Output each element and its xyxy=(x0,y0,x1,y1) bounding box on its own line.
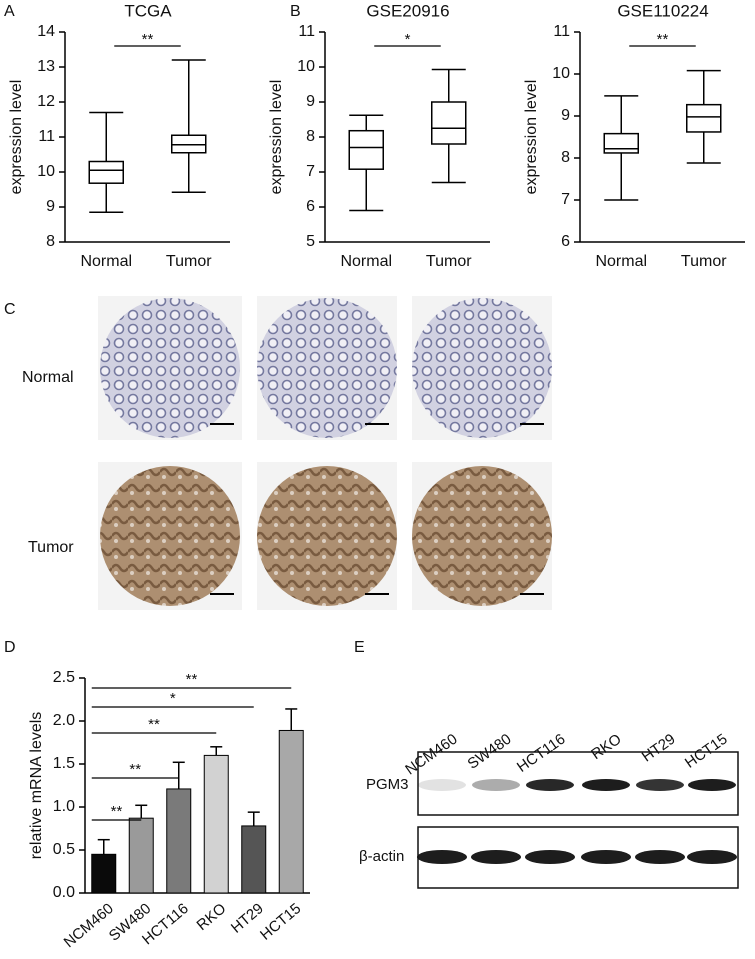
box xyxy=(431,101,467,145)
row-label: β-actin xyxy=(359,848,404,865)
band xyxy=(525,850,575,864)
x-tick-label: Normal xyxy=(595,253,647,270)
x-tick-label: Tumor xyxy=(166,253,212,270)
bar xyxy=(91,853,117,894)
significance-label: ** xyxy=(142,31,154,48)
y-tick-label: 10 xyxy=(37,163,55,180)
ihc-panel: Normal Tumor xyxy=(22,369,74,556)
significance-label: ** xyxy=(129,761,141,778)
tissue-core xyxy=(257,298,397,438)
chart-title: GSE110224 xyxy=(617,1,708,20)
x-tick-label: Tumor xyxy=(681,253,727,270)
box xyxy=(348,129,384,170)
y-axis-label: relative mRNA levels xyxy=(28,712,45,860)
bar xyxy=(203,754,229,894)
panel-letter: E xyxy=(354,639,365,656)
y-tick-label: 11 xyxy=(38,128,55,145)
y-tick-label: 9 xyxy=(46,198,55,215)
y-axis-label: expression level xyxy=(268,80,285,195)
x-tick-label: Normal xyxy=(80,253,132,270)
band xyxy=(526,779,574,791)
y-tick-label: 6 xyxy=(561,233,570,250)
panel-letter: D xyxy=(4,639,16,656)
x-tick-label: RKO xyxy=(194,900,230,934)
bar xyxy=(166,788,192,894)
y-tick-label: 2.5 xyxy=(53,669,75,686)
row-label: PGM3 xyxy=(366,776,409,793)
band xyxy=(687,850,737,864)
y-tick-label: 11 xyxy=(298,23,315,40)
panel-letter: A xyxy=(4,3,15,20)
significance-label: * xyxy=(405,31,411,48)
y-tick-label: 0.5 xyxy=(53,841,75,858)
band xyxy=(418,779,466,791)
y-tick-label: 8 xyxy=(306,128,315,145)
y-tick-label: 12 xyxy=(37,93,55,110)
panel-letter: C xyxy=(4,301,16,318)
y-tick-label: 13 xyxy=(37,58,55,75)
row-label: Normal xyxy=(22,369,74,386)
tissue-core xyxy=(257,466,397,606)
chart-title: TCGA xyxy=(124,1,172,20)
significance-label: ** xyxy=(657,31,669,48)
significance-label: ** xyxy=(186,671,198,688)
y-tick-label: 9 xyxy=(306,93,315,110)
box xyxy=(88,160,124,184)
y-tick-label: 8 xyxy=(561,149,570,166)
panel-letter: B xyxy=(290,3,301,20)
box xyxy=(686,103,722,133)
tissue-core xyxy=(412,466,552,606)
y-tick-label: 5 xyxy=(306,233,315,250)
y-tick-label: 10 xyxy=(552,65,570,82)
bar xyxy=(241,825,267,894)
band xyxy=(635,850,685,864)
y-tick-label: 7 xyxy=(561,191,570,208)
tissue-core xyxy=(412,298,552,438)
band xyxy=(581,850,631,864)
significance-label: ** xyxy=(148,716,160,733)
bar xyxy=(128,817,154,894)
y-tick-label: 10 xyxy=(297,58,315,75)
x-tick-label: NCM460 xyxy=(61,900,117,951)
y-tick-label: 0.0 xyxy=(53,884,75,901)
significance-label: ** xyxy=(111,803,123,820)
band xyxy=(636,779,684,791)
box xyxy=(603,132,639,154)
blot-panel: PGM3 β-actin xyxy=(359,751,739,889)
y-tick-label: 14 xyxy=(37,23,55,40)
y-tick-label: 11 xyxy=(553,23,570,40)
y-tick-label: 9 xyxy=(561,107,570,124)
y-tick-label: 6 xyxy=(306,198,315,215)
tissue-core xyxy=(100,466,240,606)
chart-title: GSE20916 xyxy=(366,1,449,20)
y-axis-label: expression level xyxy=(8,80,25,195)
band xyxy=(471,850,521,864)
y-tick-label: 1.5 xyxy=(53,755,75,772)
band xyxy=(417,850,467,864)
x-tick-label: HCT15 xyxy=(257,900,304,944)
band xyxy=(472,779,520,791)
row-label: Tumor xyxy=(28,539,74,556)
band xyxy=(582,779,630,791)
y-tick-label: 8 xyxy=(46,233,55,250)
y-axis-label: expression level xyxy=(523,80,540,195)
blot-frame xyxy=(417,751,739,816)
bar xyxy=(278,729,304,894)
band xyxy=(688,779,736,791)
tissue-core xyxy=(100,298,240,438)
y-tick-label: 7 xyxy=(306,163,315,180)
x-tick-label: Normal xyxy=(340,253,392,270)
x-tick-label: Tumor xyxy=(426,253,472,270)
y-tick-label: 2.0 xyxy=(53,712,75,729)
significance-label: * xyxy=(170,690,176,707)
y-tick-label: 1.0 xyxy=(53,798,75,815)
